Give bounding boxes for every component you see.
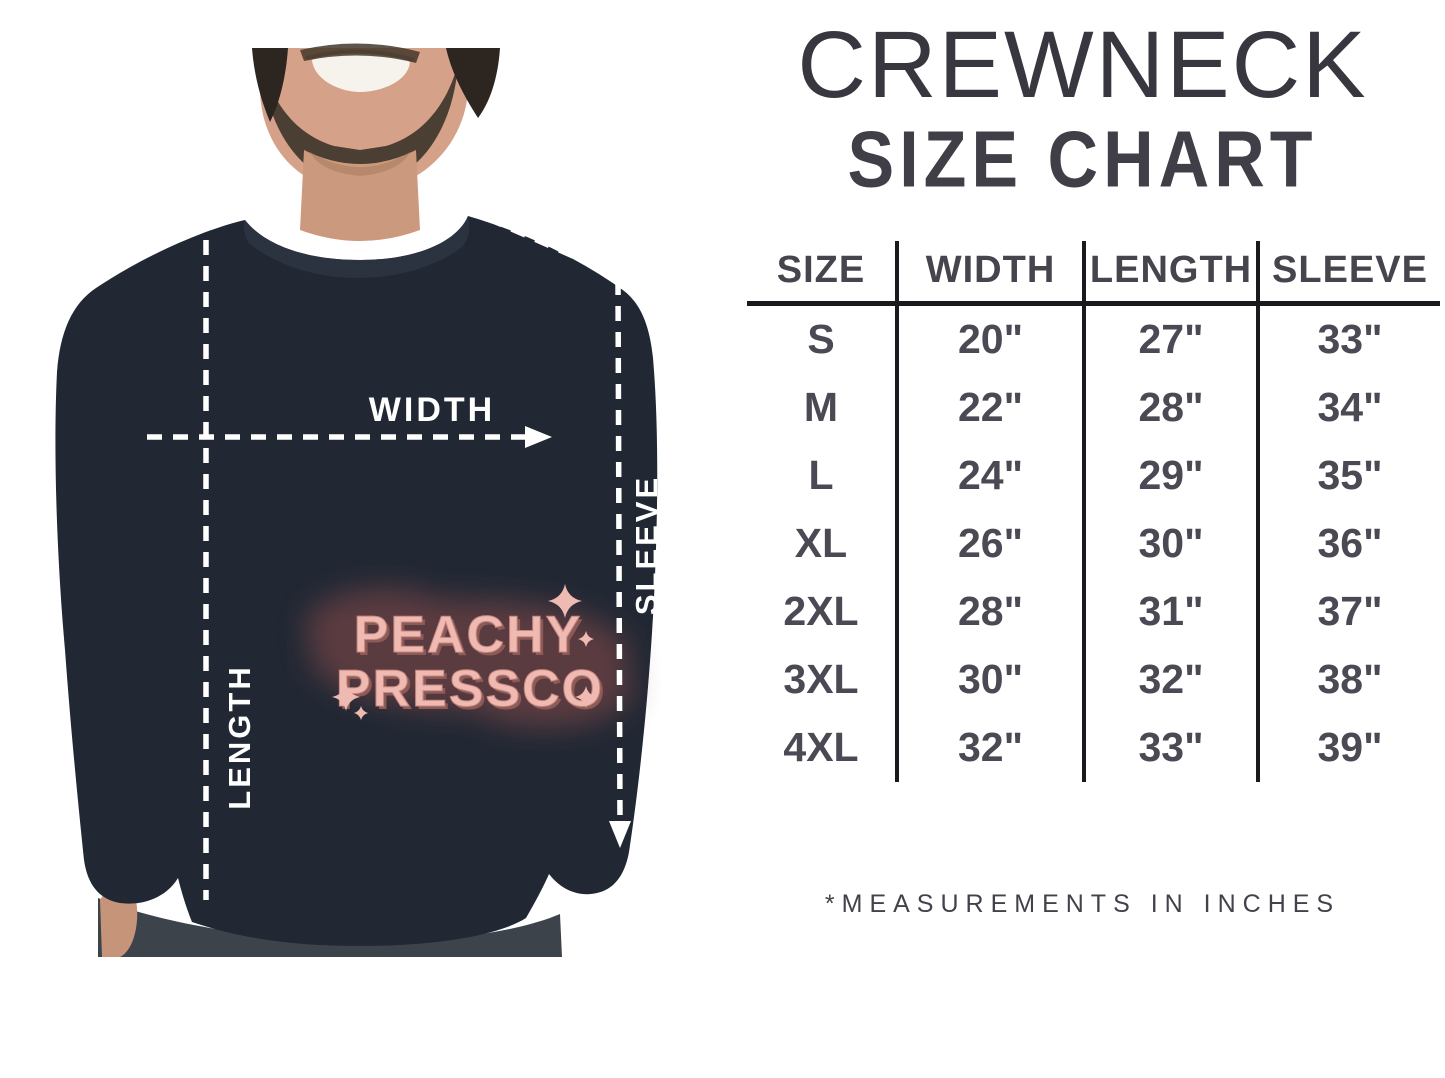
face [252,43,500,241]
cell-size: XL [794,520,848,566]
cell-width: 32" [895,713,1084,782]
cell-sleeve: 35" [1256,441,1440,510]
watermark: PEACHY PEACHY PRESSCO PRESSCO [305,584,633,728]
model-photo-svg: PEACHY PEACHY PRESSCO PRESSCO [55,43,664,957]
sideburn-left [252,48,288,122]
cell-length: 31" [1082,577,1258,646]
cell-width: 20" [895,303,1084,374]
shoulder-diagonal-line [462,205,591,266]
cell-sleeve: 39" [1256,713,1440,782]
watermark-line2-shadow: PRESSCO [339,663,607,721]
sleeve-arrowhead-down [609,821,631,848]
watermark-line1: PEACHY [354,606,583,664]
cell-length: 28" [1082,373,1258,442]
watermark-smudge [305,588,633,728]
cell-size: L [808,452,834,498]
table-row: S 20" 27" 33" [747,303,1440,374]
model-photo: PEACHY PEACHY PRESSCO PRESSCO [0,0,720,1078]
column-header-length: LENGTH [1082,240,1258,306]
cell-sleeve: 33" [1256,303,1440,374]
measurements-footnote: *MEASUREMENTS IN INCHES [824,889,1341,918]
size-chart-panel: CREWNECK SIZE CHART SIZE WIDTH LENGTH SL… [720,0,1445,1078]
cell-size: S [807,316,835,362]
sweatshirt [55,216,658,946]
watermark-line1-shadow: PEACHY [357,609,586,667]
cell-width: 30" [895,645,1084,714]
column-header-size: SIZE [747,240,897,306]
sleeve-arrow-line [615,279,623,825]
cell-size: 3XL [783,656,859,702]
sideburn-right [446,48,500,118]
sleeve-label: SLEEVE [629,475,664,615]
page-subtitle-text: SIZE CHART [847,114,1318,204]
column-header-width: WIDTH [895,240,1084,306]
neck [300,150,420,241]
cell-sleeve: 36" [1256,509,1440,578]
mustache [300,43,420,63]
collar [244,216,470,278]
cell-sleeve: 38" [1256,645,1440,714]
table-row: 3XL 30" 32" 38" [747,645,1440,714]
sparkle-icon [332,584,597,720]
table-row: 2XL 28" 31" 37" [747,577,1440,646]
cell-width: 28" [895,577,1084,646]
width-label: WIDTH [369,391,495,429]
table-row: 4XL 32" 33" 39" [747,713,1440,782]
cell-size: 4XL [783,724,859,770]
table-row: XL 26" 30" 36" [747,509,1440,578]
column-header-sleeve: SLEEVE [1256,240,1440,306]
cell-length: 30" [1082,509,1258,578]
cell-sleeve: 37" [1256,577,1440,646]
smile-teeth [312,52,410,92]
cell-width: 26" [895,509,1084,578]
cell-sleeve: 34" [1256,373,1440,442]
width-arrowhead-right [525,426,552,448]
size-chart-table: SIZE WIDTH LENGTH SLEEVE S 20" 27" 33" M… [747,240,1440,782]
table-row: M 22" 28" 34" [747,373,1440,442]
cell-width: 24" [895,441,1084,510]
page-title: CREWNECK [797,12,1368,118]
cell-size: M [803,384,839,430]
length-label: LENGTH [222,664,257,809]
cell-length: 32" [1082,645,1258,714]
table-header-row: SIZE WIDTH LENGTH SLEEVE [747,240,1440,306]
table-row: L 24" 29" 35" [747,441,1440,510]
page-subtitle: SIZE CHART [720,117,1445,200]
cell-width: 22" [895,373,1084,442]
cell-length: 33" [1082,713,1258,782]
watermark-line2: PRESSCO [336,660,604,718]
length-arrowhead-up [195,186,217,213]
jeans [98,898,562,957]
cell-size: 2XL [783,588,859,634]
cell-length: 27" [1082,303,1258,374]
cell-length: 29" [1082,441,1258,510]
